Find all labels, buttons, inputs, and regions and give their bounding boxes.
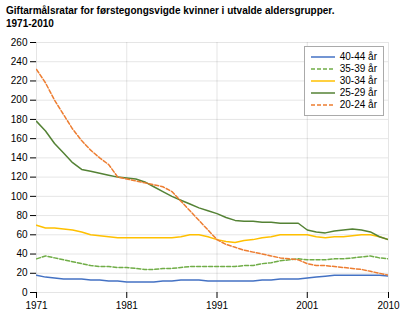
svg-text:240: 240 [11,56,28,67]
svg-text:1981: 1981 [116,300,139,311]
svg-text:140: 140 [11,152,28,163]
svg-text:2001: 2001 [296,300,319,311]
html-text:35-39 år: 35-39 år [339,63,377,74]
svg-text:120: 120 [11,171,28,182]
svg-text:260: 260 [11,37,28,48]
svg-text:180: 180 [11,114,28,125]
svg-text:0: 0 [22,287,28,298]
svg-text:200: 200 [11,94,28,105]
svg-text:1991: 1991 [206,300,229,311]
html-text:30-34 år: 30-34 år [339,75,377,86]
html-text:20-24 år: 20-24 år [339,99,377,110]
html-text:40-44 år: 40-44 år [339,51,377,62]
svg-text:60: 60 [16,229,28,240]
svg-text:1971: 1971 [25,300,48,311]
svg-text:160: 160 [11,133,28,144]
svg-text:2010: 2010 [377,300,400,311]
html-text:25-29 år: 25-29 år [339,87,377,98]
svg-text:40: 40 [16,248,28,259]
svg-text:220: 220 [11,75,28,86]
svg-text:20: 20 [16,267,28,278]
svg-text:100: 100 [11,191,28,202]
svg-text:80: 80 [16,210,28,221]
html-text:Giftarmålsratar for førstegong: Giftarmålsratar for førstegongsvigde kvi… [6,5,335,29]
